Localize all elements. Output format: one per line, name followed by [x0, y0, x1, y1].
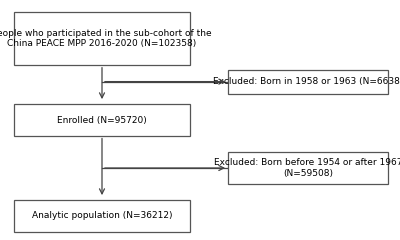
FancyBboxPatch shape — [14, 104, 190, 136]
Text: Analytic population (N=36212): Analytic population (N=36212) — [32, 211, 172, 221]
FancyBboxPatch shape — [14, 12, 190, 65]
Text: People who participated in the sub-cohort of the
China PEACE MPP 2016-2020 (N=10: People who participated in the sub-cohor… — [0, 29, 212, 48]
Text: Excluded: Born in 1958 or 1963 (N=6638): Excluded: Born in 1958 or 1963 (N=6638) — [213, 77, 400, 86]
Text: Excluded: Born before 1954 or after 1967
(N=59508): Excluded: Born before 1954 or after 1967… — [214, 158, 400, 178]
FancyBboxPatch shape — [228, 70, 388, 94]
FancyBboxPatch shape — [14, 200, 190, 232]
Text: Enrolled (N=95720): Enrolled (N=95720) — [57, 115, 147, 125]
FancyBboxPatch shape — [228, 152, 388, 184]
